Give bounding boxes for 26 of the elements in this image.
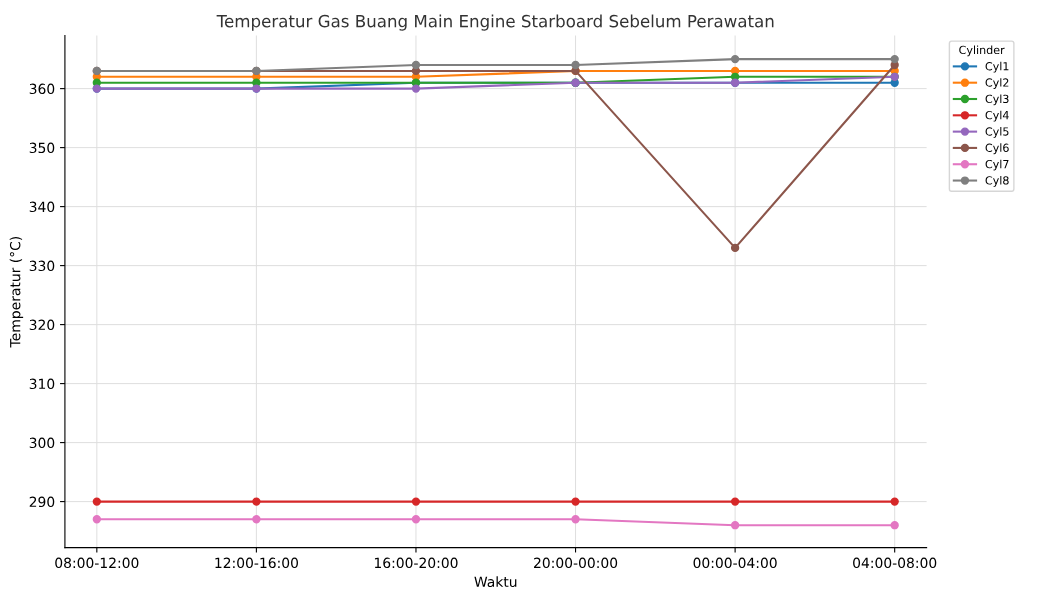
- y-tick-label: 300: [29, 437, 55, 449]
- legend-label: Cyl7: [985, 159, 1009, 171]
- x-tick-label: 08:00-12:00: [55, 557, 139, 569]
- x-tick-label: 04:00-08:00: [853, 557, 937, 569]
- y-tick-label: 360: [29, 83, 55, 95]
- legend-title: Cylinder: [959, 45, 1005, 57]
- legend-label: Cyl5: [985, 127, 1009, 138]
- x-axis-title: Waktu: [474, 576, 517, 588]
- legend-label: Cyl3: [985, 94, 1009, 106]
- chart-title: Temperatur Gas Buang Main Engine Starboard Sebelum Perawatan: [216, 14, 774, 31]
- x-tick-label: 00:00-04:00: [693, 557, 777, 569]
- legend-label: Cyl1: [985, 61, 1009, 73]
- x-tick-label: 12:00-16:00: [215, 557, 299, 569]
- y-axis-title: Temperatur (°C): [9, 236, 24, 348]
- y-tick-label: 310: [29, 378, 55, 390]
- x-tick-label: 16:00-20:00: [374, 557, 458, 569]
- legend-label: Cyl8: [985, 175, 1009, 187]
- legend-label: Cyl2: [985, 78, 1009, 89]
- y-tick-label: 320: [29, 319, 55, 331]
- y-tick-label: 330: [29, 260, 55, 272]
- y-tick-label: 350: [29, 142, 55, 154]
- x-tick-label: 20:00-00:00: [534, 557, 618, 569]
- legend-label: Cyl4: [985, 110, 1009, 122]
- y-tick-label: 290: [29, 496, 55, 508]
- y-tick-label: 340: [29, 201, 55, 213]
- legend-label: Cyl6: [985, 143, 1009, 155]
